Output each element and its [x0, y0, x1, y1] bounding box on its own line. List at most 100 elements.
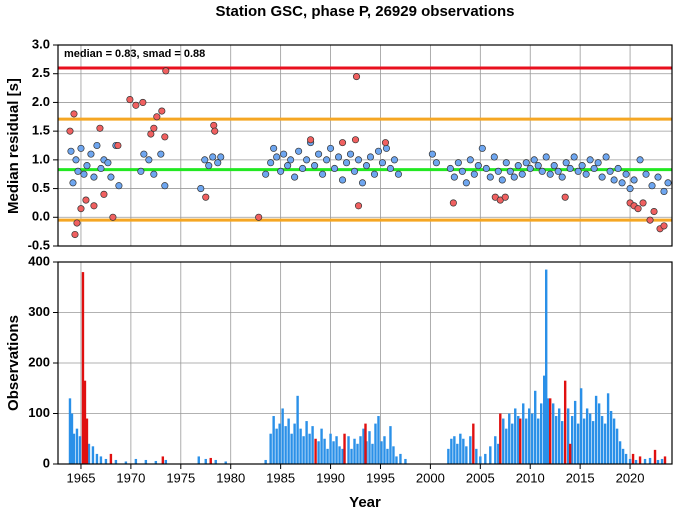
bar [224, 461, 227, 464]
x-tick-label: 1975 [166, 470, 195, 485]
data-point [126, 96, 134, 104]
bar [68, 398, 72, 464]
data-point [458, 167, 466, 175]
bar [164, 459, 168, 464]
x-tick-label: 2015 [566, 470, 595, 485]
data-point [654, 173, 662, 181]
data-point [526, 164, 534, 173]
data-point [350, 167, 359, 175]
data-point [210, 121, 218, 129]
bar [338, 446, 341, 464]
data-point [262, 170, 270, 178]
data-point [466, 156, 474, 164]
data-point [381, 139, 390, 147]
data-point [598, 173, 606, 181]
data-point [97, 164, 105, 173]
bar [591, 421, 595, 464]
data-point [255, 213, 263, 221]
data-point [201, 156, 209, 164]
bar [579, 388, 583, 464]
bar [459, 433, 462, 464]
bar [612, 418, 616, 464]
x-tick-label: 1985 [266, 470, 295, 485]
data-point [660, 187, 668, 195]
bar [359, 436, 362, 464]
data-point [502, 159, 510, 167]
bar [114, 459, 118, 464]
bar [154, 460, 158, 464]
bar [399, 453, 402, 464]
bar [144, 459, 148, 464]
y-tick-label: 1.0 [32, 151, 50, 166]
bar [615, 428, 619, 464]
data-point [354, 202, 363, 210]
data-point [217, 153, 225, 161]
bar [85, 418, 89, 464]
bar [560, 421, 564, 464]
bar [269, 433, 272, 464]
bar [618, 441, 622, 464]
x-tick-label: 1970 [116, 470, 145, 485]
data-point [147, 130, 155, 138]
bar [628, 458, 632, 464]
data-point [650, 207, 658, 216]
x-tick-label: 2005 [466, 470, 495, 485]
data-point [90, 173, 98, 181]
data-point [514, 162, 522, 170]
data-point [566, 164, 574, 173]
bar [600, 416, 604, 464]
y-tick-label: -0.5 [28, 237, 50, 252]
data-point [614, 164, 622, 173]
bar [374, 423, 377, 464]
data-point [639, 199, 647, 207]
bar [502, 418, 505, 464]
bar [332, 441, 335, 464]
bar [404, 458, 407, 464]
data-point [602, 153, 610, 161]
bar [497, 443, 500, 464]
data-point [530, 156, 538, 164]
bar [472, 423, 475, 464]
data-point [311, 162, 319, 170]
bar [368, 431, 371, 464]
data-point [277, 167, 285, 175]
data-point [287, 156, 295, 164]
bar [568, 443, 572, 464]
bar [209, 457, 212, 464]
data-point [626, 185, 634, 193]
y-tick-label: 0 [43, 455, 50, 470]
data-point [648, 182, 656, 190]
data-point [157, 150, 165, 158]
bar [341, 448, 344, 464]
bar [663, 456, 667, 464]
data-point [630, 176, 638, 184]
y-tick-label: 3.0 [32, 36, 50, 51]
data-point [482, 164, 490, 173]
data-point [87, 150, 95, 158]
data-point [660, 222, 668, 230]
bar [293, 423, 296, 464]
bar [456, 443, 459, 464]
data-point [67, 147, 75, 155]
data-point [140, 150, 148, 158]
data-point [498, 176, 506, 184]
bar [494, 436, 497, 464]
bar [499, 413, 502, 464]
bar [353, 438, 356, 464]
bar [543, 375, 546, 464]
bar [489, 446, 492, 464]
bar [656, 459, 660, 464]
bar [95, 453, 99, 464]
bar [326, 448, 329, 464]
bar [134, 458, 138, 464]
bar [377, 416, 380, 464]
data-point [267, 159, 275, 167]
data-point [390, 156, 399, 164]
bar [386, 448, 389, 464]
bar [525, 418, 528, 464]
data-point [319, 170, 327, 178]
data-point [474, 162, 482, 170]
bar [305, 421, 308, 464]
bar [380, 441, 383, 464]
